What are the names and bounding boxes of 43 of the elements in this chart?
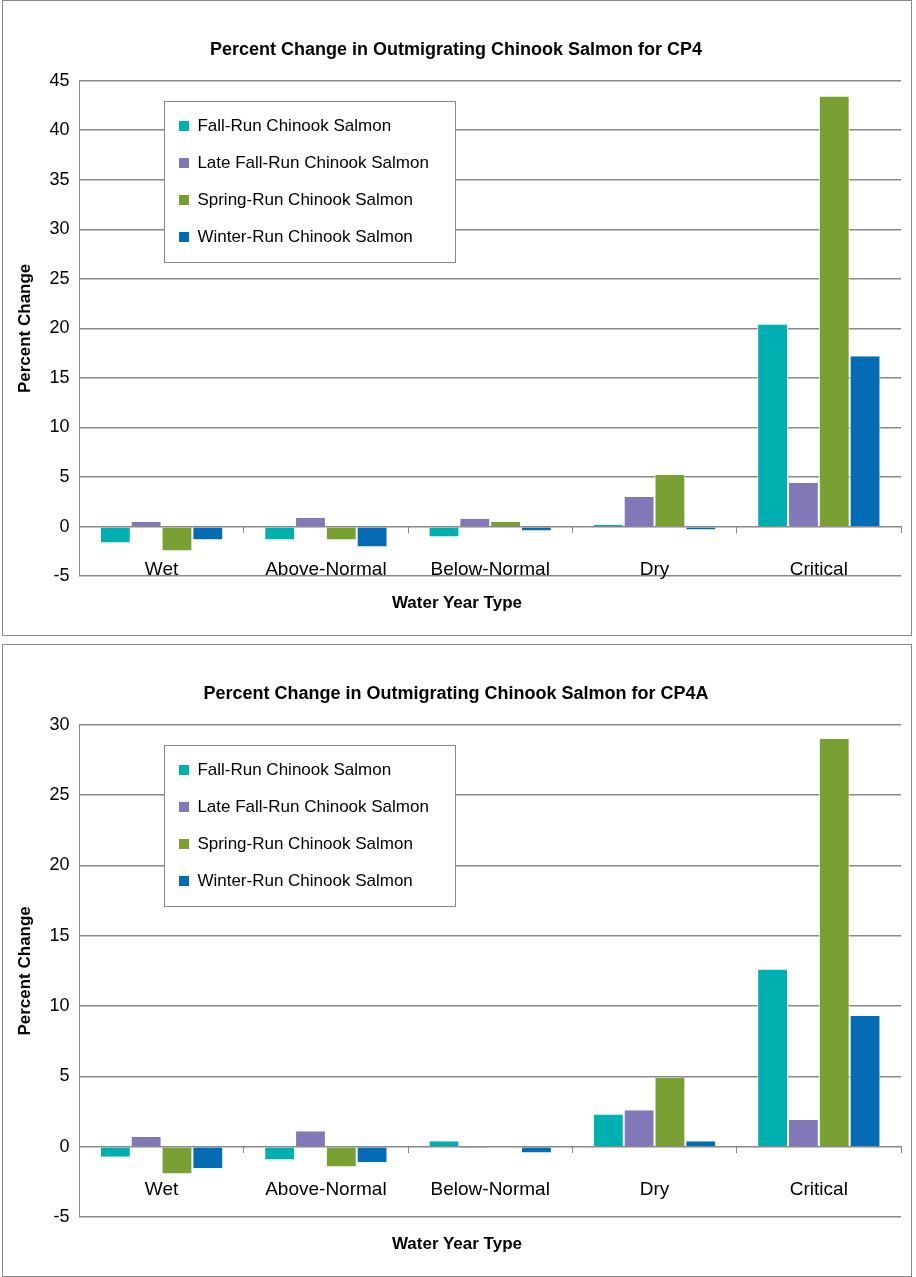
x-axis-title: Water Year Type <box>390 1234 524 1254</box>
y-axis-title: Percent Change <box>14 263 34 394</box>
y-tick-label: 5 <box>59 466 70 487</box>
y-tick-label: 30 <box>49 713 70 734</box>
y-tick-label: 0 <box>59 515 70 536</box>
y-tick-label: 10 <box>49 995 70 1016</box>
legend-label: Spring-Run Chinook Salmon <box>197 834 413 855</box>
legend-label: Winter-Run Chinook Salmon <box>197 871 413 892</box>
x-tick-label: Critical <box>789 1178 848 1200</box>
y-tick-label: 5 <box>59 1065 70 1086</box>
legend-label: Fall-Run Chinook Salmon <box>197 760 392 781</box>
y-tick-label: 15 <box>49 924 70 945</box>
x-tick-label: Below-Normal <box>430 558 550 580</box>
x-tick-label: Wet <box>144 1178 180 1200</box>
x-tick-label: Above-Normal <box>265 1178 387 1200</box>
legend-label: Spring-Run Chinook Salmon <box>197 190 413 211</box>
y-tick-label: 20 <box>49 854 70 875</box>
y-tick-label: 15 <box>49 366 70 387</box>
chart-title: Percent Change in Outmigrating Chinook Salmon for CP4A <box>203 682 709 703</box>
y-tick-label: 20 <box>49 317 70 338</box>
x-tick-label: Below-Normal <box>430 1178 550 1200</box>
y-tick-label: -5 <box>53 565 70 586</box>
x-tick-label: Wet <box>144 558 180 580</box>
x-axis-title: Water Year Type <box>390 593 524 613</box>
y-tick-label: 40 <box>49 119 70 140</box>
x-tick-label: Dry <box>639 1178 670 1200</box>
y-axis-title: Percent Change <box>14 906 34 1036</box>
y-tick-label: -5 <box>53 1206 70 1227</box>
legend-label: Fall-Run Chinook Salmon <box>197 116 392 137</box>
y-tick-label: 0 <box>59 1135 70 1156</box>
y-tick-label: 10 <box>49 416 70 437</box>
legend-label: Late Fall-Run Chinook Salmon <box>197 797 429 818</box>
y-tick-label: 30 <box>49 218 70 239</box>
legend-label: Winter-Run Chinook Salmon <box>197 227 413 248</box>
x-tick-label: Dry <box>639 558 670 580</box>
x-tick-label: Critical <box>789 558 848 580</box>
y-tick-label: 45 <box>49 69 70 90</box>
y-tick-label: 25 <box>49 783 70 804</box>
chart-title: Percent Change in Outmigrating Chinook Salmon for CP4 <box>209 38 703 59</box>
legend-label: Late Fall-Run Chinook Salmon <box>197 153 429 174</box>
x-tick-label: Above-Normal <box>265 558 387 580</box>
y-tick-label: 25 <box>49 267 70 288</box>
y-tick-label: 35 <box>49 168 70 189</box>
